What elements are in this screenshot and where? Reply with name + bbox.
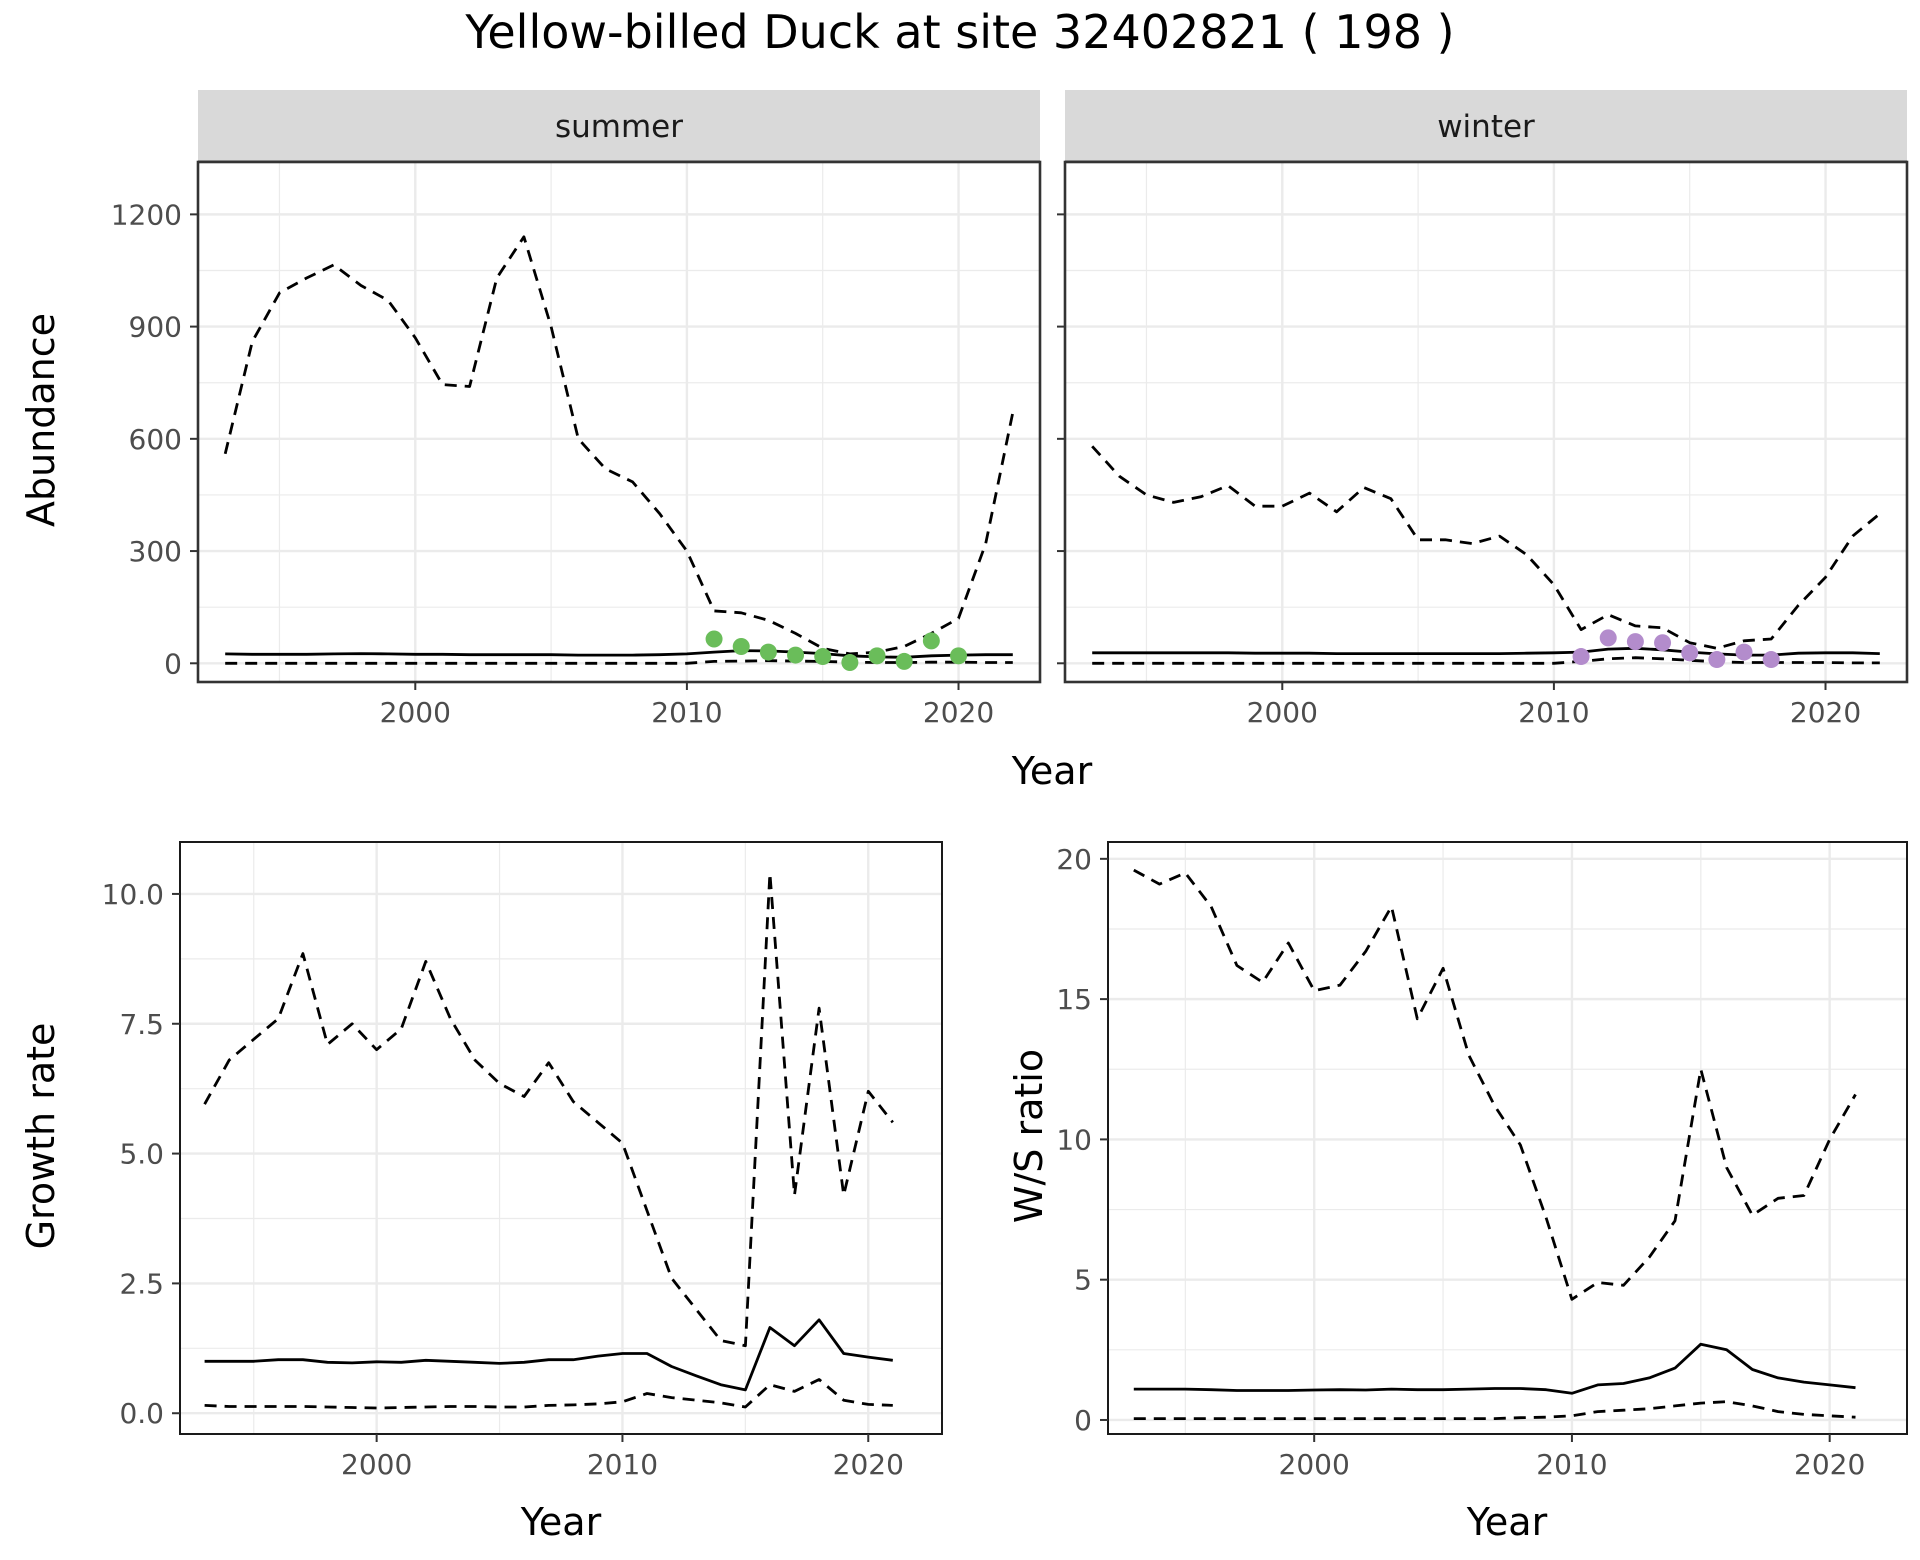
winter-x-tick-label: 2000 [1247,696,1318,729]
growth-panel-background [180,842,942,1434]
ws-panel-border [1107,841,1908,1435]
winter-panel-border [1063,160,1909,684]
winter-observation-point [1599,629,1617,647]
winter-observation-point [1708,651,1726,669]
winter-x-tick-label: 2020 [1790,696,1861,729]
growth-series-line-0-solid [204,1318,893,1392]
ws-x-tick-label: 2010 [1536,1448,1607,1481]
growth-y-tick-label: 10.0 [102,878,164,911]
summer-x-tick-label: 2000 [380,696,451,729]
figure-title: Yellow-billed Duck at site 32402821 ( 19… [464,5,1454,59]
ws-series-line-2-dashed [1133,1400,1856,1420]
summer-y-tick-label: 900 [129,311,182,344]
winter-observation-point [1654,634,1672,652]
winter-observation-point [1626,633,1644,651]
growth-x-axis-title: Year [520,1500,602,1544]
summer-y-tick-label: 0 [164,647,182,680]
growth-panel-border [179,841,943,1435]
summer-observation-point [787,646,805,664]
panel-winter: winter 2000 2010 2020 [1057,90,1909,729]
strip-winter [1065,90,1907,162]
summer-series-line-1-dashed [223,235,1015,656]
growth-series-line-1-dashed [203,871,894,1348]
summer-observation-point [868,647,886,665]
winter-series-line-2-dashed [1092,656,1880,665]
ws-y-tick-label: 15 [1056,983,1092,1016]
growth-x-tick-label: 2000 [341,1448,412,1481]
ws-y-tick-label: 20 [1056,843,1092,876]
winter-observation-point [1681,644,1699,662]
strip-summer [198,90,1040,162]
summer-observation-point [950,647,968,665]
plot-winter: 2000 2010 2020 [1057,160,1909,729]
summer-observation-point [841,654,859,672]
ws-panel-background [1108,842,1907,1434]
summer-x-tick-label: 2020 [923,696,994,729]
summer-observation-point [814,648,832,666]
summer-y-tick-label: 1200 [111,198,182,231]
summer-series-line-2-dashed [225,659,1013,665]
ws-y-axis-title: W/S ratio [1007,1049,1051,1223]
ws-series-line-1-dashed [1133,868,1857,1301]
top-x-axis-title: Year [1011,749,1093,793]
winter-panel-background [1065,162,1907,682]
summer-x-tick-label: 2010 [651,696,722,729]
summer-observation-point [732,637,750,655]
summer-panel-background [198,162,1040,682]
plot-summer: 2000 2010 2020 0 300 600 900 1200 [111,160,1042,729]
strip-summer-label: summer [555,109,683,145]
summer-observation-point [922,632,940,650]
summer-panel-border [196,160,1042,684]
growth-y-tick-label: 2.5 [119,1267,164,1300]
abundance-axis-title: Abundance [19,313,63,527]
strip-winter-label: winter [1437,109,1535,145]
ws-y-tick-label: 0 [1074,1404,1092,1437]
ws-series-line-0-solid [1133,1342,1856,1395]
winter-observation-point [1762,651,1780,669]
ws-x-tick-label: 2000 [1279,1448,1350,1481]
summer-observation-point [705,630,723,648]
summer-y-tick-label: 300 [129,535,182,568]
growth-x-tick-label: 2010 [587,1448,658,1481]
summer-observation-point [895,652,913,670]
ws-x-tick-label: 2020 [1794,1448,1865,1481]
plot-ws-ratio: 2000 2010 2020 0 5 10 15 20 [1056,841,1908,1481]
summer-observation-point [759,643,777,661]
growth-y-tick-label: 0.0 [119,1397,164,1430]
ws-x-axis-title: Year [1466,1500,1548,1544]
growth-y-axis-title: Growth rate [19,1023,63,1250]
panel-summer: summer 2000 2010 2020 0 300 600 900 1200 [111,90,1042,729]
winter-observation-point [1735,643,1753,661]
ws-y-tick-label: 10 [1056,1123,1092,1156]
growth-y-tick-label: 5.0 [119,1138,164,1171]
winter-series-line-1-dashed [1091,445,1881,650]
winter-observation-point [1572,648,1590,666]
plot-growth-rate: 2000 2010 2020 0.0 2.5 5.0 7.5 10.0 [102,841,943,1481]
growth-series-line-2-dashed [204,1378,893,1410]
ws-y-tick-label: 5 [1074,1264,1092,1297]
growth-x-tick-label: 2020 [833,1448,904,1481]
winter-x-tick-label: 2010 [1518,696,1589,729]
growth-y-tick-label: 7.5 [119,1008,164,1041]
summer-y-tick-label: 600 [129,423,182,456]
